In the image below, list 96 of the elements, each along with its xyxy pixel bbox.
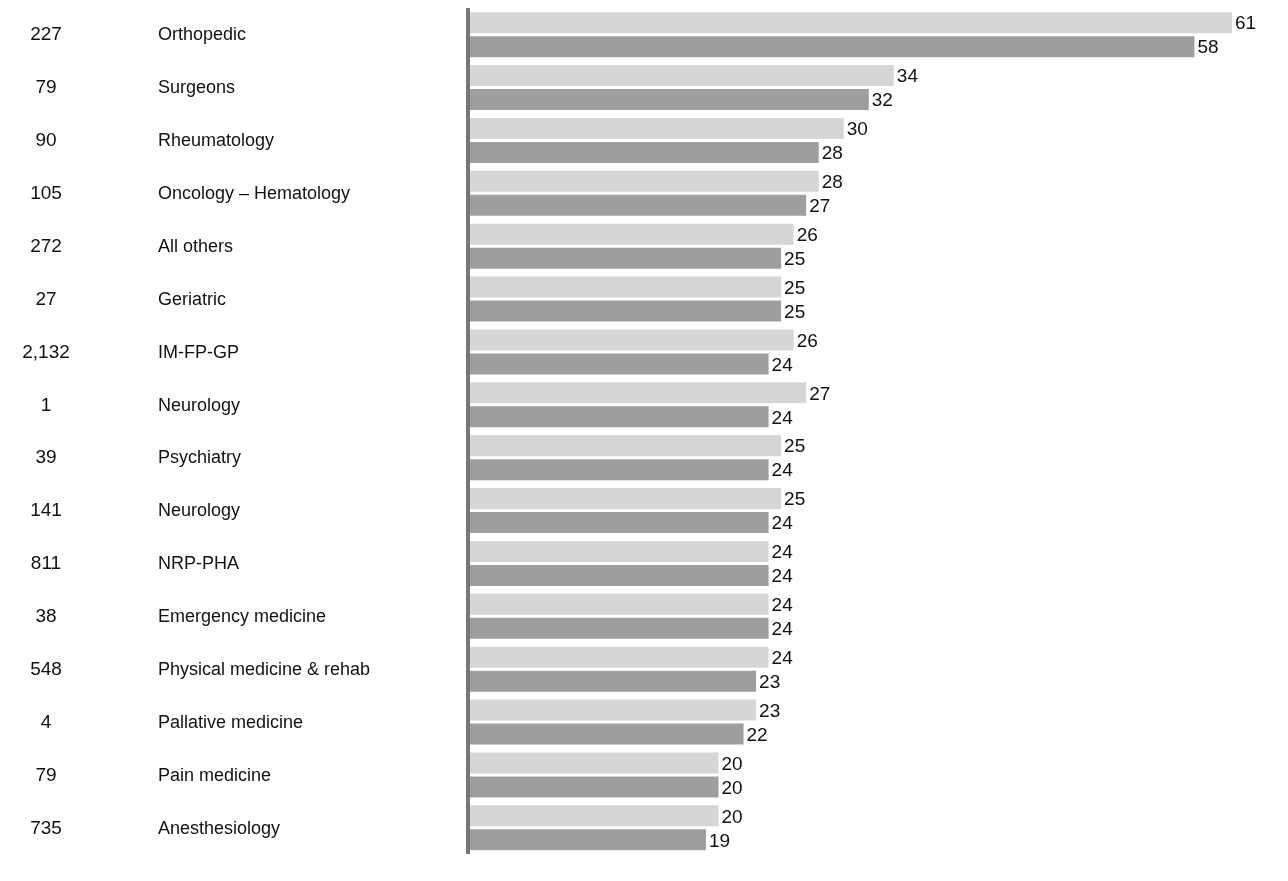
data-label: 34 [896,65,919,87]
bar [468,752,719,774]
data-label: 24 [771,646,794,668]
bar [468,276,782,298]
y-tick-label: Rheumatology [158,130,275,151]
data-label: 23 [759,699,781,721]
data-label: 25 [784,300,806,322]
y-tick-label: Emergency medicine [158,606,327,627]
data-label: 26 [796,329,818,351]
bar [468,670,757,692]
y2-tick-label: 811 [30,552,62,574]
y-tick-label: Neurology [158,394,241,415]
y2-tick-label: 38 [35,605,57,627]
data-label: 20 [721,752,743,774]
y2-tick-label: 548 [30,657,62,679]
bar [468,723,744,745]
data-label: 26 [796,223,818,245]
data-label: 61 [1235,12,1257,34]
bar [468,435,782,457]
y-tick-label: Physical medicine & rehab [158,658,371,679]
y-tick-label: IM-FP-GP [158,341,239,362]
data-label: 25 [784,435,806,457]
bar [468,12,1232,34]
bar [468,488,782,510]
bar [468,564,769,586]
data-label: 20 [721,776,743,798]
data-label: 24 [771,541,794,563]
bar [468,829,706,851]
y-tick-label: Geriatric [158,288,227,309]
bar [468,117,844,139]
bar [468,353,769,375]
y-tick-label: Oncology – Hematology [158,183,351,204]
bar [468,300,782,322]
data-label: 24 [771,353,794,375]
data-label: 25 [784,247,806,269]
bar [468,805,719,827]
y-tick-label: Anesthesiology [158,817,281,838]
y2-tick-label: 227 [30,23,62,45]
y-tick-label: Neurology [158,500,241,521]
data-label: 24 [771,618,794,640]
bar [468,646,769,668]
data-label: 19 [708,829,731,851]
bar [468,593,769,615]
bar [468,540,769,562]
data-label: 24 [771,459,794,481]
y-tick-label: All others [158,235,234,256]
bar [468,699,757,721]
data-label: 27 [809,382,831,404]
y2-tick-label: 2,132 [22,340,70,362]
y2-tick-label: 79 [35,76,57,98]
y2-tick-label: 39 [35,446,57,468]
bar [468,89,869,111]
data-label: 23 [759,670,781,692]
y2-tick-label: 105 [30,182,62,204]
y-tick-label: Pallative medicine [158,711,304,732]
y2-tick-label: 735 [30,816,62,838]
data-label: 25 [784,276,806,298]
data-label: 25 [784,488,806,510]
data-label: 24 [771,512,794,534]
bar [468,459,769,481]
y-tick-label: Orthopedic [158,24,247,45]
y2-tick-label: 79 [35,763,57,785]
data-label: 20 [721,805,743,827]
data-label: 24 [771,406,794,428]
bar [468,776,719,798]
y2-tick-label: 27 [35,287,57,309]
y2-tick-label: 272 [30,234,62,256]
data-label: 22 [746,723,768,745]
y2-tick-label: 4 [40,710,52,732]
data-label: 28 [821,171,843,193]
y2-tick-label: 141 [30,499,62,521]
data-label: 24 [771,565,794,587]
bar [468,329,794,351]
y-tick-label: Surgeons [158,77,236,98]
data-label: 28 [821,142,843,164]
y-tick-label: Pain medicine [158,764,272,785]
data-label: 24 [771,594,794,616]
y2-tick-label: 1 [40,393,52,415]
y-tick-label: Psychiatry [158,447,242,468]
y2-tick-label: 90 [35,129,57,151]
bar [468,382,807,404]
bar [468,223,794,245]
bar [468,247,782,269]
data-label: 32 [871,89,893,111]
y-tick-label: NRP-PHA [158,553,240,574]
bar [468,170,819,192]
bar [468,512,769,534]
data-label: 27 [809,195,831,217]
bar [468,406,769,428]
data-label: 58 [1197,36,1219,58]
bar [468,194,807,216]
bar [468,36,1195,58]
data-label: 30 [846,118,868,140]
bar [468,141,819,163]
bar [468,65,894,87]
bar [468,617,769,639]
